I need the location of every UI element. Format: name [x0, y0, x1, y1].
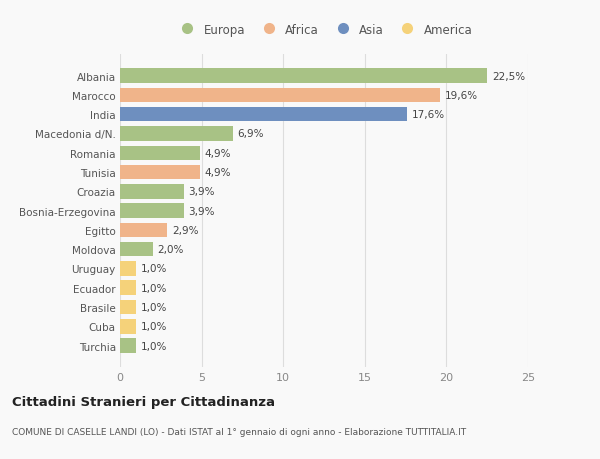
Text: COMUNE DI CASELLE LANDI (LO) - Dati ISTAT al 1° gennaio di ogni anno - Elaborazi: COMUNE DI CASELLE LANDI (LO) - Dati ISTA…: [12, 427, 466, 436]
Text: 1,0%: 1,0%: [141, 302, 167, 312]
Text: Cittadini Stranieri per Cittadinanza: Cittadini Stranieri per Cittadinanza: [12, 395, 275, 408]
Text: 19,6%: 19,6%: [445, 91, 478, 101]
Text: 3,9%: 3,9%: [188, 187, 215, 197]
Bar: [120, 300, 136, 314]
Text: 17,6%: 17,6%: [412, 110, 445, 120]
Text: 4,9%: 4,9%: [205, 168, 232, 178]
Bar: [120, 242, 152, 257]
Bar: [120, 223, 167, 238]
Text: 1,0%: 1,0%: [141, 322, 167, 331]
Bar: [120, 89, 440, 103]
Text: 6,9%: 6,9%: [238, 129, 264, 139]
Bar: [120, 262, 136, 276]
Text: 1,0%: 1,0%: [141, 283, 167, 293]
Text: 4,9%: 4,9%: [205, 148, 232, 158]
Bar: [120, 127, 233, 141]
Text: 2,9%: 2,9%: [172, 225, 199, 235]
Bar: [120, 146, 200, 161]
Text: 1,0%: 1,0%: [141, 264, 167, 274]
Bar: [120, 319, 136, 334]
Bar: [120, 339, 136, 353]
Bar: [120, 204, 184, 218]
Bar: [120, 185, 184, 199]
Text: 1,0%: 1,0%: [141, 341, 167, 351]
Text: 3,9%: 3,9%: [188, 206, 215, 216]
Bar: [120, 108, 407, 122]
Text: 22,5%: 22,5%: [492, 72, 525, 81]
Bar: [120, 69, 487, 84]
Text: 2,0%: 2,0%: [158, 245, 184, 255]
Bar: [120, 281, 136, 295]
Legend: Europa, Africa, Asia, America: Europa, Africa, Asia, America: [175, 23, 473, 36]
Bar: [120, 165, 200, 180]
